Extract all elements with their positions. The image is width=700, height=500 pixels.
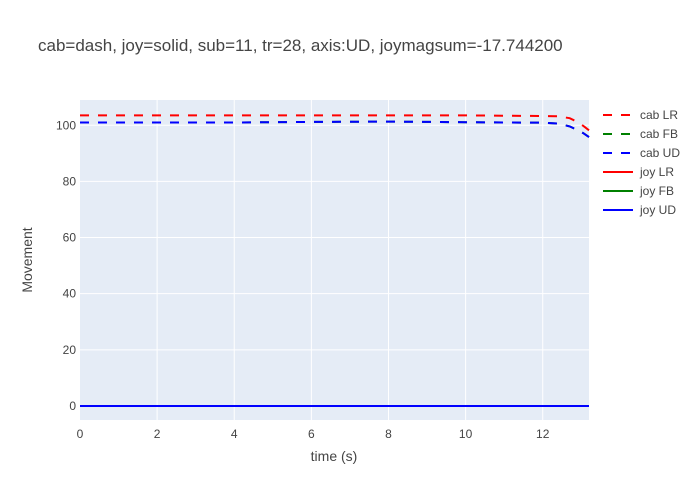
y-tick-label: 40: [63, 287, 77, 301]
legend-label: cab LR: [640, 108, 678, 122]
legend-label: cab FB: [640, 127, 678, 141]
legend-label: cab UD: [640, 146, 680, 160]
chart-title: cab=dash, joy=solid, sub=11, tr=28, axis…: [38, 36, 563, 55]
x-axis-ticks: 0 2 4 6 8 10 12: [77, 427, 550, 441]
x-tick-label: 2: [154, 427, 161, 441]
x-tick-label: 4: [231, 427, 238, 441]
y-tick-label: 0: [69, 399, 76, 413]
y-tick-label: 80: [63, 174, 77, 188]
x-tick-label: 12: [536, 427, 550, 441]
x-tick-label: 8: [385, 427, 392, 441]
y-tick-label: 20: [63, 343, 77, 357]
x-tick-label: 10: [459, 427, 473, 441]
x-tick-label: 6: [308, 427, 315, 441]
legend-label: joy FB: [639, 184, 674, 198]
x-tick-label: 0: [77, 427, 84, 441]
plot-area: [80, 100, 589, 420]
y-tick-label: 100: [56, 118, 76, 132]
legend-label: joy UD: [639, 203, 676, 217]
legend-label: joy LR: [639, 165, 674, 179]
legend: cab LR cab FB cab UD joy LR joy FB joy UD: [603, 108, 680, 217]
y-axis-ticks: 0 20 40 60 80 100: [56, 118, 76, 413]
y-axis-label: Movement: [19, 227, 35, 292]
y-tick-label: 60: [63, 231, 77, 245]
x-axis-label: time (s): [311, 448, 358, 464]
series-lines: [80, 114, 590, 407]
